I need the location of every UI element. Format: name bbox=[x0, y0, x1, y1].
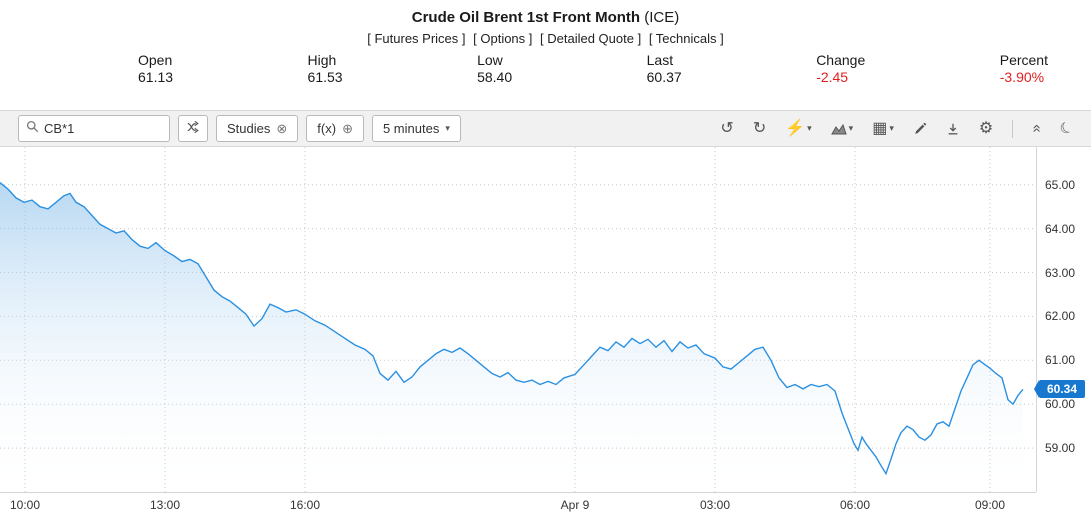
stat-label: Last bbox=[646, 52, 674, 68]
interval-value: 5 minutes bbox=[382, 121, 440, 136]
stat-label: Open bbox=[138, 52, 173, 68]
search-icon bbox=[26, 120, 39, 138]
stat-value: 60.37 bbox=[646, 69, 682, 85]
link-technicals[interactable]: [ Technicals ] bbox=[648, 31, 724, 46]
fx-label: f(x) bbox=[317, 121, 337, 136]
y-axis-label: 59.00 bbox=[1045, 441, 1076, 456]
dark-mode-moon-icon[interactable]: ☾ bbox=[1056, 117, 1076, 140]
studies-button[interactable]: Studies ⊗ bbox=[216, 115, 299, 142]
link-options[interactable]: [ Options ] bbox=[473, 31, 533, 46]
y-axis-label: 65.00 bbox=[1045, 177, 1076, 192]
price-chart[interactable] bbox=[0, 147, 1036, 492]
stat-change: Change -2.45 bbox=[816, 52, 865, 86]
x-axis-label: 09:00 bbox=[974, 498, 1006, 512]
undo-icon[interactable]: ↺ bbox=[720, 119, 734, 137]
stat-high: High 61.53 bbox=[308, 52, 343, 86]
toolbar-right-icons: ↺ ↻ ⚡ ▾ ▾ ▦ ▾ ⚙ » ☾ bbox=[720, 117, 1076, 140]
stat-percent: Percent -3.90% bbox=[1000, 52, 1048, 86]
settings-gear-icon[interactable]: ⚙ bbox=[978, 119, 994, 137]
stat-value: 61.13 bbox=[138, 69, 174, 85]
chevron-down-icon: ▾ bbox=[848, 123, 854, 133]
y-axis-label: 63.00 bbox=[1045, 265, 1076, 280]
instrument-title: Crude Oil Brent 1st Front Month bbox=[411, 9, 641, 26]
x-axis-label: 10:00 bbox=[9, 498, 41, 512]
x-axis-label: 13:00 bbox=[149, 498, 181, 512]
chevron-down-icon: ▾ bbox=[889, 123, 894, 133]
exchange-label: (ICE) bbox=[644, 9, 680, 26]
redo-icon[interactable]: ↻ bbox=[752, 119, 767, 137]
link-futures-prices[interactable]: [ Futures Prices ] bbox=[367, 31, 466, 46]
chevron-down-icon: ▾ bbox=[445, 123, 450, 133]
chart-toolbar: Studies ⊗ f(x) ⊕ 5 minutes ▾ ↺ ↻ ⚡▾ ▾ ▦▾ bbox=[0, 110, 1091, 147]
symbol-search-input[interactable] bbox=[44, 121, 162, 136]
layout-grid-icon[interactable]: ▦ ▾ bbox=[872, 119, 894, 137]
stat-label: Percent bbox=[999, 52, 1048, 68]
x-axis-label: Apr 9 bbox=[560, 498, 590, 512]
quote-header: Crude Oil Brent 1st Front Month (ICE) [ … bbox=[0, 0, 1091, 86]
y-axis: 59.00 60.00 61.00 62.00 63.00 64.00 65.00 bbox=[1036, 147, 1091, 492]
y-axis-label: 62.00 bbox=[1045, 309, 1076, 324]
stat-label: High bbox=[307, 52, 337, 68]
stat-value: 58.40 bbox=[477, 69, 513, 85]
stat-last: Last 60.37 bbox=[647, 52, 682, 86]
compare-button[interactable] bbox=[178, 115, 208, 142]
quote-links: [ Futures Prices ] [ Options ] [ Detaile… bbox=[0, 30, 1091, 47]
x-axis: 10:00 13:00 16:00 Apr 9 03:00 06:00 09:00 bbox=[0, 492, 1036, 514]
y-axis-label: 64.00 bbox=[1045, 221, 1076, 236]
toolbar-divider bbox=[1012, 119, 1014, 138]
stat-label: Low bbox=[477, 52, 503, 68]
studies-label: Studies bbox=[227, 121, 271, 136]
x-axis-label: 06:00 bbox=[839, 498, 871, 512]
x-axis-label: 03:00 bbox=[699, 498, 731, 512]
add-circle-icon: ⊕ bbox=[342, 120, 353, 136]
quote-stats: Open 61.13 High 61.53 Low 58.40 Last 60.… bbox=[0, 47, 1091, 86]
events-flash-icon[interactable]: ⚡ ▾ bbox=[785, 119, 812, 137]
stat-value: -3.90% bbox=[999, 69, 1045, 85]
stat-value: -2.45 bbox=[816, 69, 849, 85]
interval-dropdown[interactable]: 5 minutes ▾ bbox=[371, 115, 461, 142]
compare-icon bbox=[186, 120, 200, 137]
y-axis-label: 61.00 bbox=[1045, 353, 1076, 368]
fx-button[interactable]: f(x) ⊕ bbox=[306, 115, 364, 142]
remove-circle-icon: ⊗ bbox=[276, 120, 288, 136]
stat-low: Low 58.40 bbox=[477, 52, 512, 86]
x-axis-label: 16:00 bbox=[289, 498, 321, 512]
link-detailed-quote[interactable]: [ Detailed Quote ] bbox=[540, 31, 642, 46]
chevron-down-icon: ▾ bbox=[807, 123, 812, 133]
stat-open: Open 61.13 bbox=[138, 52, 173, 86]
chart-area: 59.00 60.00 61.00 62.00 63.00 64.00 65.00 10:0… bbox=[0, 147, 1091, 514]
chart-type-icon[interactable]: ▾ bbox=[830, 122, 854, 136]
download-icon[interactable] bbox=[946, 122, 960, 136]
stat-value: 61.53 bbox=[307, 69, 343, 85]
stat-label: Change bbox=[816, 52, 866, 68]
symbol-search[interactable] bbox=[18, 115, 170, 142]
collapse-toolbar-icon[interactable]: » bbox=[1027, 124, 1045, 133]
draw-pencil-icon[interactable] bbox=[913, 122, 927, 136]
page-title: Crude Oil Brent 1st Front Month (ICE) bbox=[0, 9, 1091, 27]
y-axis-label: 60.00 bbox=[1045, 397, 1076, 412]
last-price-badge: 60.34 bbox=[1034, 380, 1085, 399]
